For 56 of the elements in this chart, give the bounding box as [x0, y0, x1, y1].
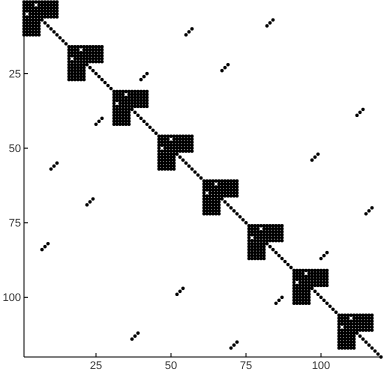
point	[91, 197, 95, 201]
point	[49, 167, 53, 171]
y-tick-label: 50	[8, 143, 21, 156]
point	[268, 21, 272, 25]
point	[229, 346, 233, 350]
y-tick-label: 75	[8, 218, 21, 230]
point	[274, 302, 278, 306]
point	[361, 108, 365, 112]
point	[319, 256, 323, 260]
x-tick-label: 100	[312, 360, 330, 372]
point	[223, 66, 227, 70]
point	[367, 209, 371, 213]
point	[355, 114, 359, 118]
y-tick-label: 25	[8, 68, 21, 80]
x-tick-label: 50	[164, 360, 178, 372]
point	[145, 72, 149, 76]
point	[139, 78, 143, 82]
point	[46, 242, 50, 246]
point	[235, 340, 239, 344]
point	[220, 68, 224, 72]
point	[358, 110, 362, 114]
point	[100, 116, 104, 120]
point	[232, 343, 236, 347]
point	[142, 74, 146, 78]
point	[97, 120, 101, 124]
point	[55, 161, 59, 165]
point	[325, 250, 329, 254]
x-tick-label: 25	[90, 360, 102, 372]
point	[184, 33, 188, 37]
point	[52, 164, 56, 168]
point	[310, 158, 314, 162]
point	[190, 27, 194, 31]
point	[226, 62, 230, 66]
point	[181, 286, 185, 290]
point	[280, 296, 284, 300]
point	[316, 152, 320, 156]
point	[85, 203, 89, 207]
point	[133, 334, 137, 338]
point	[130, 337, 134, 341]
point	[94, 122, 98, 126]
point	[136, 331, 140, 335]
point	[43, 244, 47, 248]
y-tick-label: 100	[2, 292, 21, 304]
point	[40, 248, 44, 252]
point	[175, 292, 179, 296]
x-tick-label: 75	[240, 360, 252, 372]
point	[178, 290, 182, 294]
point	[313, 155, 317, 159]
point	[187, 30, 191, 34]
point	[271, 18, 275, 22]
point	[88, 200, 92, 204]
point	[364, 212, 368, 216]
point	[265, 24, 269, 28]
point	[370, 206, 374, 210]
point	[322, 254, 326, 258]
point	[277, 298, 281, 302]
